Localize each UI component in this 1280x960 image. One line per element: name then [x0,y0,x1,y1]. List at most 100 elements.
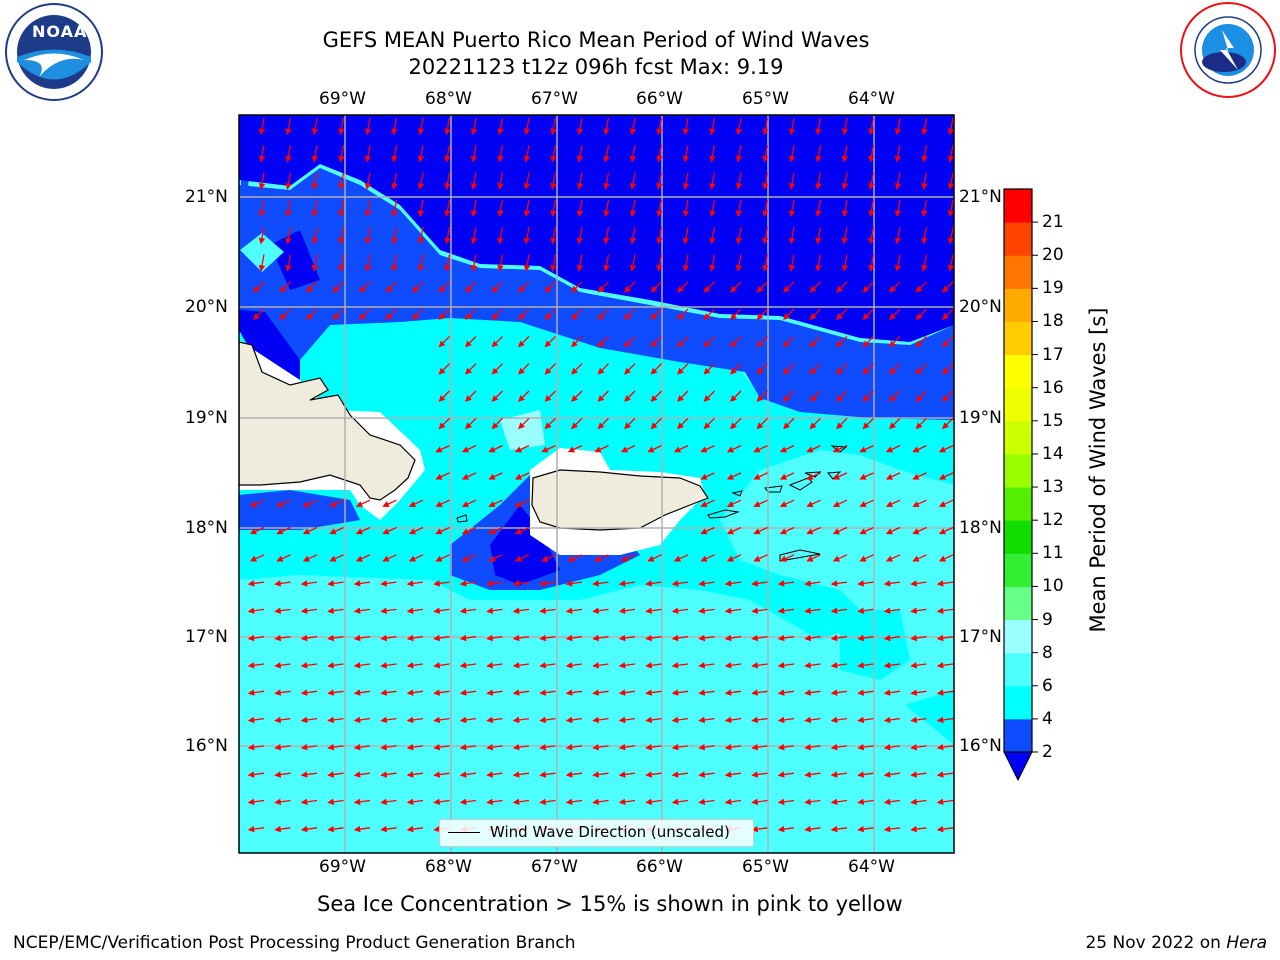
wave-direction-arrow [274,689,291,696]
wave-direction-arrow [724,607,742,614]
wave-direction-arrow [406,825,424,833]
wave-direction-arrow [539,743,556,751]
wave-direction-arrow [597,308,609,321]
wave-direction-arrow [682,254,690,272]
wave-direction-arrow [470,145,478,163]
wave-direction-arrow [751,798,768,806]
wave-direction-arrow [406,634,424,642]
wave-direction-arrow [512,634,530,642]
wave-direction-arrow [815,145,822,163]
wave-direction-arrow [724,689,742,696]
wave-direction-arrow [726,472,742,480]
wave-direction-arrow [806,445,821,453]
wave-direction-arrow [380,607,397,614]
wave-direction-arrow [804,689,821,696]
wave-direction-arrow [571,335,583,348]
wave-direction-arrow [677,417,689,430]
wave-direction-arrow [936,825,954,833]
wave-direction-arrow [857,798,874,806]
wave-direction-arrow [279,281,291,293]
wave-direction-arrow [857,634,874,642]
wave-direction-arrow [512,771,530,778]
wave-direction-arrow [777,634,795,642]
wave-direction-arrow [302,499,318,507]
wave-direction-arrow [576,145,584,163]
wave-direction-arrow [327,798,344,806]
wave-direction-arrow [258,227,266,245]
wave-direction-arrow [650,390,662,402]
wave-direction-arrow [779,554,795,562]
wave-direction-arrow [804,743,821,751]
colorbar-segment [1004,553,1032,587]
wave-direction-arrow [698,798,715,806]
wave-direction-arrow [412,281,424,293]
wave-direction-arrow [514,526,530,535]
wave-direction-arrow [883,634,901,642]
wave-direction-arrow [650,308,662,321]
wave-direction-arrow [276,554,291,562]
wave-direction-arrow [947,172,954,190]
wave-direction-arrow [857,743,874,751]
wave-direction-arrow [353,689,371,696]
wave-direction-arrow [364,199,372,218]
wave-direction-arrow [726,554,742,562]
wave-direction-arrow [285,145,292,163]
forecast-subtitle: 20221123 t12z 096h fcst Max: 9.19 [408,55,784,79]
wave-direction-arrow [338,199,345,218]
colorbar-tick-label: 8 [1042,642,1053,663]
wave-direction-arrow [433,689,450,696]
wave-direction-arrow [470,227,478,245]
colorbar-label: Mean Period of Wind Waves [s] [1086,307,1110,633]
wave-direction-arrow [629,145,637,163]
wave-direction-arrow [618,580,636,587]
wave-direction-arrow [806,499,821,507]
wave-direction-arrow [709,117,716,136]
hispaniola-land [239,341,416,501]
wave-direction-arrow [777,662,795,669]
wave-direction-arrow [302,554,318,562]
wave-direction-arrow [703,335,715,348]
wave-direction-arrow [656,172,663,190]
wave-direction-arrow [523,145,531,163]
wave-direction-arrow [247,580,265,587]
wave-direction-arrow [491,308,503,321]
wave-direction-arrow [836,363,848,375]
wave-direction-arrow [300,689,318,696]
wave-direction-arrow [592,634,609,642]
wave-direction-arrow [629,172,637,190]
wave-direction-arrow [618,689,636,696]
wave-direction-arrow [327,607,344,614]
wave-direction-arrow [276,499,291,507]
wave-direction-arrow [253,281,265,293]
wave-direction-arrow [465,335,477,348]
wave-direction-arrow [306,308,318,321]
noaa-logo: NOAA [4,2,104,102]
lon-label-top: 64°W [848,89,895,109]
wave-direction-arrow [539,771,556,778]
wave-direction-arrow [444,254,451,272]
wave-direction-arrow [756,390,768,402]
wave-direction-arrow [258,254,266,272]
wave-direction-arrow [883,771,901,778]
wave-direction-arrow [380,662,397,669]
wave-direction-arrow [859,472,874,480]
wave-direction-arrow [327,580,344,587]
wave-direction-arrow [730,308,742,321]
wave-direction-arrow [459,580,477,587]
wave-direction-arrow [936,743,954,751]
wave-direction-arrow [915,281,927,293]
wave-direction-arrow [391,254,398,272]
wave-direction-arrow [300,580,318,587]
wave-direction-arrow [470,254,478,272]
colorbar-segment [1004,685,1032,720]
colorbar-segment [1004,222,1032,256]
wave-direction-arrow [247,771,265,778]
wave-direction-arrow [438,363,450,375]
wave-direction-arrow [700,499,715,507]
lon-label-top: 67°W [531,89,578,109]
wave-direction-arrow [815,227,822,245]
wave-direction-arrow [671,771,689,778]
footer-branch: NCEP/EMC/Verification Post Processing Pr… [13,933,576,953]
colorbar-segment [1004,652,1032,687]
wave-direction-arrow [391,117,398,136]
